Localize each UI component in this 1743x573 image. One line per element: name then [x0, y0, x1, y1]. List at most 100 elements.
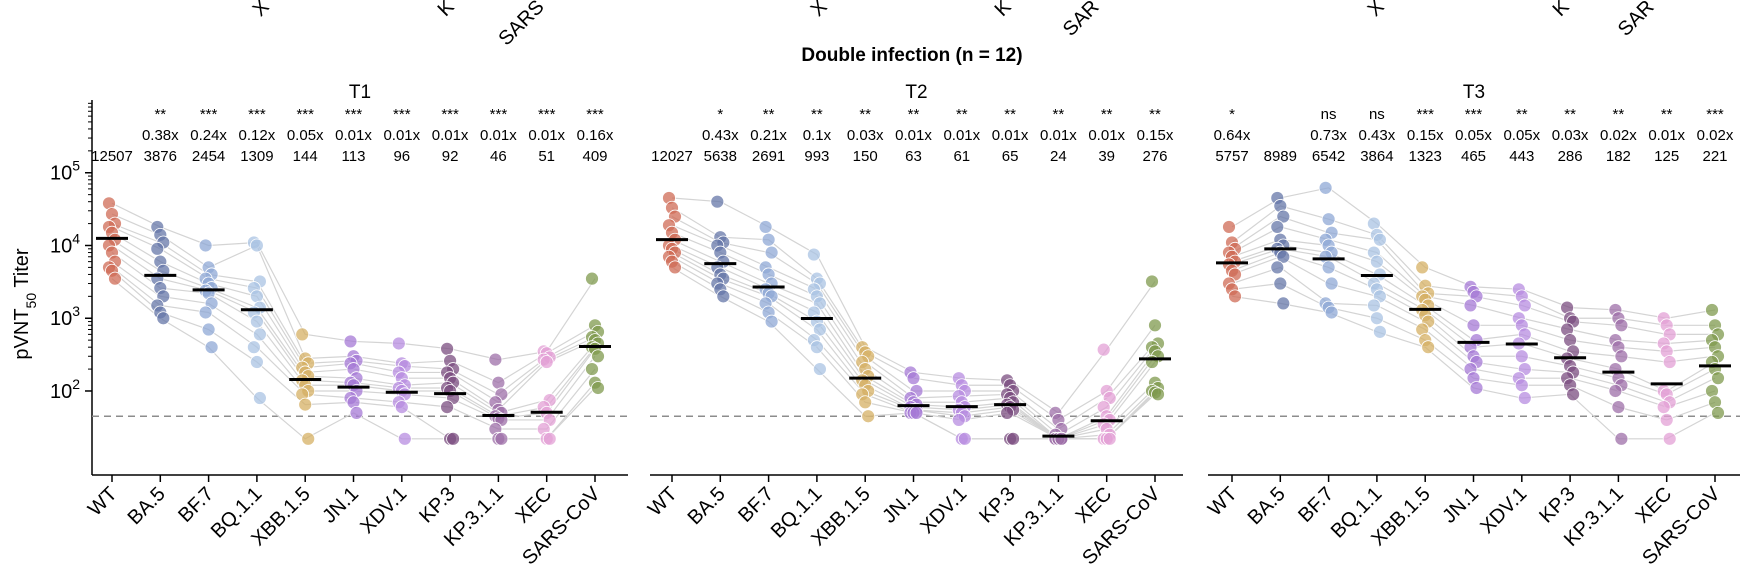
- data-point: [295, 327, 310, 342]
- x-tick-label: BF.7: [174, 483, 218, 527]
- x-tick-label: JN.1: [1438, 483, 1483, 528]
- median-value-label: 144: [293, 148, 318, 165]
- data-point: [1370, 311, 1384, 326]
- data-point: [539, 355, 554, 369]
- subject-lines: [1231, 187, 1716, 440]
- median-value-label: 12027: [651, 148, 693, 165]
- data-point: [488, 352, 503, 367]
- significance-label: **: [763, 106, 775, 123]
- median-value-label: 276: [1142, 148, 1167, 165]
- data-point: [813, 362, 827, 376]
- fold-change-label: 0.1x: [803, 127, 832, 144]
- y-tick-label: 105: [50, 158, 80, 185]
- significance-label: ***: [1465, 106, 1483, 123]
- fold-change-label: 0.01x: [992, 127, 1029, 144]
- data-point: [198, 238, 213, 253]
- data-point: [249, 314, 264, 329]
- y-tick-label: 104: [50, 230, 80, 257]
- data-point: [1145, 274, 1159, 289]
- data-point: [585, 271, 599, 286]
- data-point: [1517, 298, 1532, 313]
- significance-label: ***: [490, 106, 508, 123]
- data-point: [394, 400, 409, 415]
- cropped-tick-label: SARS: [494, 0, 548, 50]
- data-point: [1373, 232, 1387, 247]
- x-tick-label: BF.7: [734, 483, 778, 527]
- median-value-label: 150: [853, 148, 878, 165]
- data-point: [542, 431, 557, 446]
- x-tick-label: JN.1: [318, 483, 363, 528]
- data-point: [710, 194, 725, 209]
- significance-label: *: [1229, 106, 1235, 123]
- x-tick-label: WT: [84, 483, 122, 521]
- x-tick-label: XDV.1: [916, 483, 971, 538]
- median-value-label: 5638: [704, 148, 737, 165]
- significance-label: ***: [345, 106, 363, 123]
- median-value-label: 5757: [1215, 148, 1248, 165]
- data-point: [858, 395, 873, 410]
- fold-change-label: 0.01x: [1088, 127, 1125, 144]
- significance-label: **: [1149, 106, 1161, 123]
- x-tick-label: WT: [1204, 483, 1242, 521]
- y-axis-label: pVNT50 Titer: [11, 248, 39, 359]
- median-value-label: 3864: [1360, 148, 1393, 165]
- x-tick-label: XDV.1: [356, 483, 411, 538]
- data-point: [252, 327, 267, 342]
- significance-label: *: [717, 106, 723, 123]
- median-value-label: 51: [538, 148, 555, 165]
- median-value-label: 3876: [144, 148, 177, 165]
- fold-change-label: 0.64x: [1214, 127, 1251, 144]
- significance-label: **: [1101, 106, 1113, 123]
- data-point: [1324, 276, 1339, 291]
- data-point: [1466, 318, 1481, 333]
- data-point: [810, 340, 824, 355]
- data-point: [1270, 220, 1285, 234]
- data-point: [758, 220, 773, 234]
- significance-label: ***: [296, 106, 314, 123]
- data-point: [1463, 298, 1478, 313]
- median-value-label: 125: [1654, 148, 1679, 165]
- data-point: [1228, 289, 1242, 304]
- data-point: [343, 334, 358, 349]
- data-point: [1321, 212, 1336, 227]
- significance-label: ns: [1369, 106, 1385, 123]
- median-value-label: 465: [1461, 148, 1486, 165]
- data-point: [1415, 260, 1430, 275]
- data-point: [198, 305, 213, 320]
- data-point: [150, 241, 165, 256]
- y-tick-label: 102: [50, 376, 80, 403]
- data-point: [909, 405, 924, 420]
- data-point: [1273, 276, 1288, 291]
- significance-label: ***: [586, 106, 604, 123]
- data-point: [1705, 303, 1719, 317]
- median-value-label: 1309: [240, 148, 273, 165]
- fold-change-label: 0.02x: [1600, 127, 1637, 144]
- fold-change-label: 0.15x: [1407, 127, 1444, 144]
- cropped-axis-labels-above: X K SARS X K SAR X K SAR: [249, 0, 1659, 50]
- data-point: [1566, 387, 1580, 402]
- data-point: [204, 340, 219, 355]
- data-point: [585, 362, 599, 376]
- data-point: [1148, 318, 1162, 333]
- data-point: [1276, 296, 1291, 311]
- data-point: [761, 232, 776, 247]
- data-point: [668, 260, 682, 275]
- x-tick-label: KP.3: [415, 483, 459, 527]
- cropped-tick-label: K: [1549, 0, 1574, 21]
- significance-label: ***: [1706, 106, 1724, 123]
- median-value-label: 96: [393, 148, 410, 165]
- fold-change-label: 0.01x: [1040, 127, 1077, 144]
- cropped-tick-label: SAR: [1059, 0, 1104, 41]
- fold-change-label: 0.01x: [480, 127, 517, 144]
- data-point: [440, 341, 455, 356]
- cropped-tick-label: K: [434, 0, 459, 21]
- data-point: [1659, 413, 1674, 427]
- fold-change-label: 0.43x: [1359, 127, 1396, 144]
- median-value-label: 8989: [1264, 148, 1297, 165]
- median-value-label: 12507: [91, 148, 133, 165]
- data-point: [1614, 349, 1629, 364]
- significance-label: ***: [393, 106, 411, 123]
- figure-title: Double infection (n = 12): [801, 45, 1022, 66]
- fold-change-label: 0.01x: [528, 127, 565, 144]
- fold-change-label: 0.01x: [383, 127, 420, 144]
